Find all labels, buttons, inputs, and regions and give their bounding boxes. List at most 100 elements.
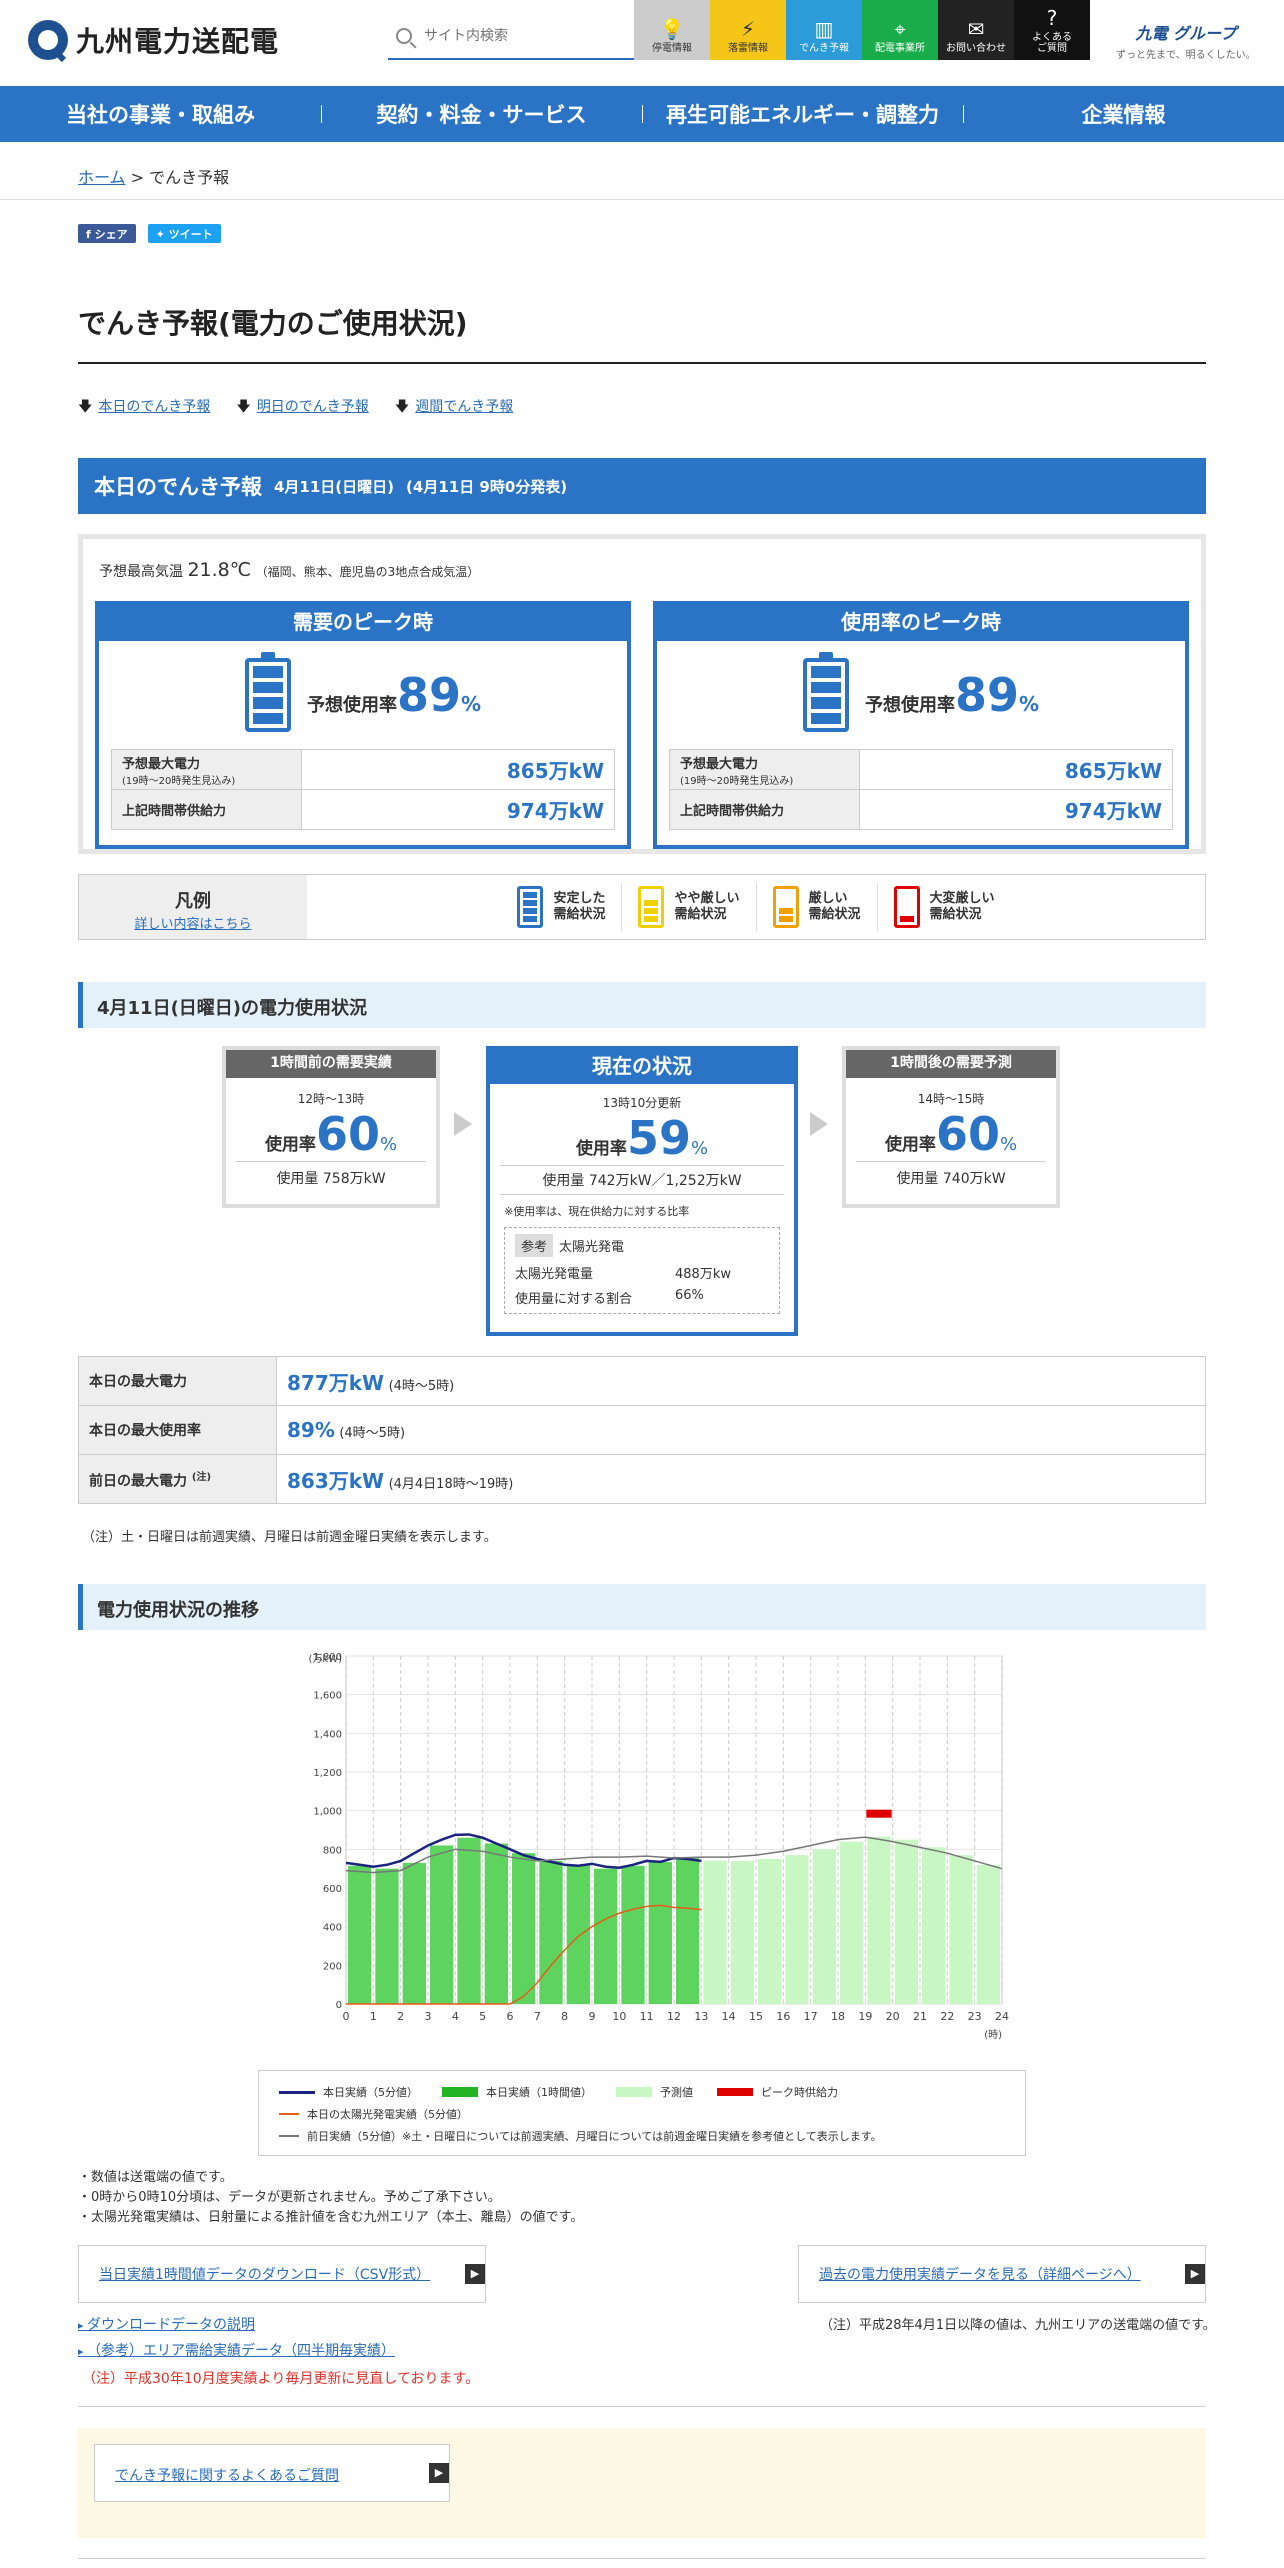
area-data-link[interactable]: （参考）エリア需給実績データ（四半期毎実績） [78,2340,395,2360]
top-nav-label: 配電事業所 [875,43,925,54]
prev-time: 12時～13時 [297,1092,365,1106]
faq-button[interactable]: でんき予報に関するよくあるご質問 ▶ [94,2444,450,2502]
top-nav-item[interactable]: ? よくある ご質問 [1014,0,1090,60]
row-label: 前日の最大電力 [89,1473,187,1490]
past-data-button[interactable]: 過去の電力使用実績データを見る（詳細ページへ） ▶ [798,2245,1206,2303]
facebook-share-button[interactable]: f シェア [78,224,136,243]
x-tick-label: 16 [776,2010,790,2023]
main-nav-contract[interactable]: 契約・料金・サービス [321,99,642,129]
site-header: 九州電力送配電 💡停電情報⚡落雷情報▥でんき予報 ⌖ 配電事業所 ✉ お問い合わせ ?よく… [0,0,1284,86]
top-nav-item[interactable]: ✉ お問い合わせ [938,0,1014,60]
next-amount: 使用量 740万kW [856,1161,1046,1188]
bar [594,1868,618,2004]
legend-detail-link[interactable]: 詳しい内容はこちら [134,917,252,932]
legend-status-label: やや厳しい [674,891,740,906]
peak-table: 予想最大電力 (19時～20時発生見込み) 865万kW 上記時間帯供給力 974万k… [669,749,1173,830]
bar [348,1865,372,2004]
main-nav-renewable[interactable]: 再生可能エネルギー・調整力 [642,99,963,129]
legend-swatch [279,2113,299,2115]
top-nav-item[interactable]: 💡 停電情報 [634,0,710,60]
anchor-weekly[interactable]: 週間でんき予報 [415,399,514,415]
y-tick-label: 400 [323,1923,342,1934]
past-data-note: （注）平成28年4月1日以降の値は、九州エリアの送電端の値です。 [820,2318,1216,2333]
max-sub: (19時～20時発生見込み) [680,775,794,787]
bar [375,1868,399,2004]
top-nav-label: お問い合わせ [946,43,1006,54]
site-logo[interactable]: 九州電力送配電 [28,20,279,60]
logo-mark-icon [28,20,68,60]
tweet-button[interactable]: ✦ ツイート [147,224,221,243]
legend-title: 凡例 [175,891,211,912]
top-nav-item[interactable]: ▥ でんき予報 [786,0,862,60]
max-value: 865万kW [859,749,1173,790]
bar [812,1849,836,2004]
mail-icon: ✉ [967,17,985,41]
faq-link[interactable]: でんき予報に関するよくあるご質問 [115,2468,339,2484]
search-box[interactable] [388,14,634,60]
solar-reference: 参考 太陽光発電 太陽光発電量 488万kw 使用量に対する割合 66% [504,1227,780,1314]
x-tick-label: 24 [995,2010,1009,2023]
anchor-today[interactable]: 本日のでんき予報 [98,399,211,415]
series-line [345,1833,702,1869]
current-head: 現在の状況 [490,1050,794,1084]
breadcrumb-home[interactable]: ホーム [78,168,126,187]
arrow-right-icon: ▶ [1185,2264,1205,2284]
x-tick-label: 22 [940,2010,954,2023]
legend-status-item: 大変厳しい 需給状況 [878,883,1011,931]
current-amount: 使用量 742万kW／1,252万kW [500,1165,784,1195]
y-tick-label: 600 [323,1884,342,1895]
legend-swatch [279,2135,299,2137]
download-explain-link[interactable]: ダウンロードデータの説明 [78,2314,255,2334]
bar [758,1859,782,2004]
series-line [345,1836,1003,1874]
battery-icon [772,886,799,928]
arrow-right-icon [810,1112,828,1136]
row-label: 本日の最大電力 [78,1356,277,1406]
chart-note: ・0時から0時10分頃は、データが更新されません。予めご了承下さい。 [78,2190,501,2205]
bar [676,1857,700,2004]
map-pin-icon: ⌖ [894,17,906,41]
x-tick-label: 10 [612,2010,626,2023]
legend-swatch [279,2090,315,2094]
csv-download-button[interactable]: 当日実績1時間値データのダウンロード（CSV形式） ▶ [78,2245,486,2303]
anchor-tomorrow[interactable]: 明日のでんき予報 [256,399,369,415]
current-time: 13時10分更新 [602,1096,682,1110]
next-time: 14時～15時 [917,1092,985,1106]
supply-value: 974万kW [301,789,615,830]
top-nav-item[interactable]: ⚡ 落雷情報 [710,0,786,60]
x-tick-label: 9 [589,2010,596,2023]
past-data-link[interactable]: 過去の電力使用実績データを見る（詳細ページへ） [819,2267,1141,2283]
max-label: 予想最大電力 [680,756,759,772]
main-nav-corporate[interactable]: 企業情報 [963,99,1284,129]
usage-trend-chart: 0 200 400 600 800 1,000 1,200 1,400 1,600 1,800 0 1… [309,1652,1009,2041]
row-sub: (4月4日18時～19時) [388,1476,514,1492]
main-nav-business[interactable]: 当社の事業・取組み [66,103,255,127]
chart-note: ・太陽光発電実績は、日射量による推計値を含む九州エリア（本土、離島）の値です。 [78,2210,584,2225]
search-input[interactable] [424,28,614,44]
bar [539,1860,563,2004]
bar [430,1845,454,2004]
divider [78,2558,1206,2559]
logo-text: 九州電力送配電 [76,25,280,58]
bar [457,1837,481,2004]
csv-download-link[interactable]: 当日実績1時間値データのダウンロード（CSV形式） [99,2267,431,2283]
row-sub: (4時～5時) [388,1378,455,1394]
top-nav-label: よくある ご質問 [1032,32,1072,54]
faq-area: でんき予報に関するよくあるご質問 ▶ [78,2428,1206,2538]
x-tick-label: 7 [534,2010,541,2023]
legend-item: ピーク時供給力 [717,2084,838,2100]
bar [976,1864,1000,2004]
x-tick-label: 12 [667,2010,681,2023]
legend-item: 予測値 [616,2084,693,2100]
current-unit: % [690,1138,709,1159]
facebook-icon: f [86,228,95,241]
legend-swatch [616,2087,652,2097]
top-nav-item[interactable]: ⌖ 配電事業所 [862,0,938,60]
legend-label: ピーク時供給力 [761,2086,838,2099]
table-row: 本日の最大電力 877万kW (4時～5時) [78,1356,1206,1406]
legend-item: 本日実績（1時間値） [442,2084,592,2100]
group-logo[interactable]: 九電 グループ ずっと先まで、明るくしたい。 [1116,20,1256,61]
prev-rate-label: 使用率 [264,1135,316,1155]
today-forecast-header: 本日のでんき予報 4月11日(日曜日) (4月11日 9時0分発表) [78,458,1206,514]
bar [840,1841,864,2004]
